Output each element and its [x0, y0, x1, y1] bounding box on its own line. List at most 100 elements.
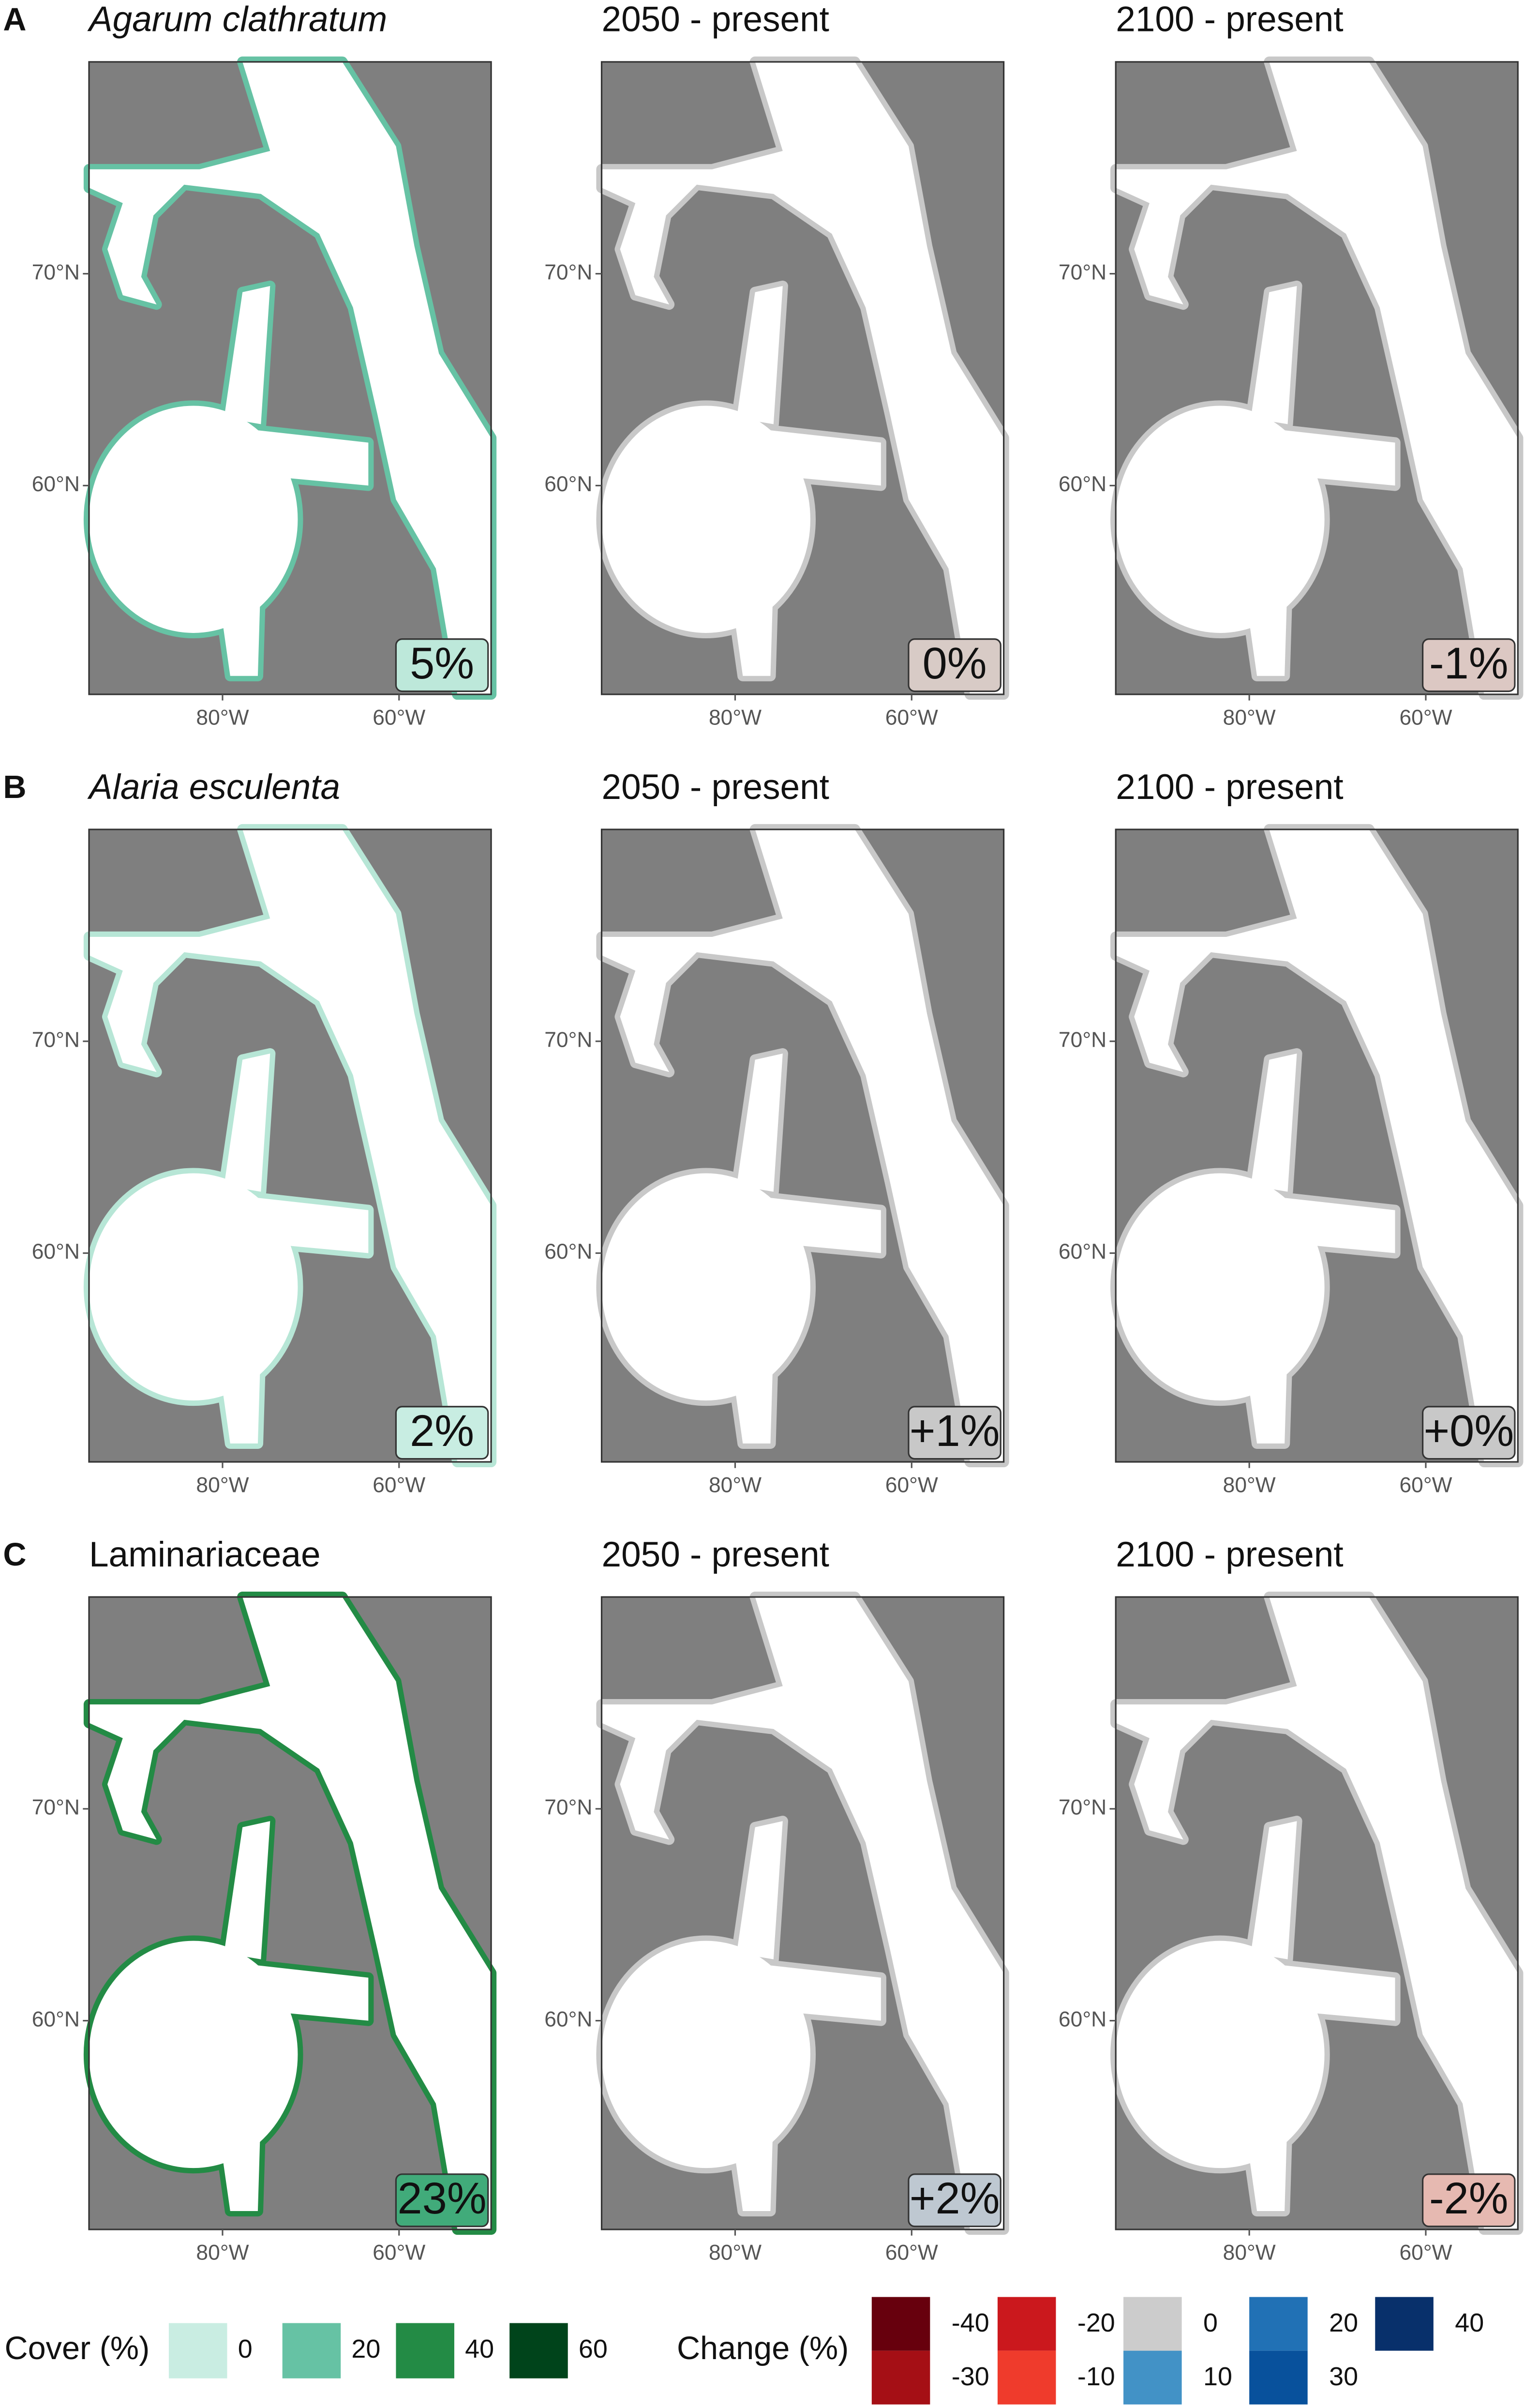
legend-swatch: [1123, 2297, 1182, 2351]
stat-box: [1422, 638, 1516, 692]
map-title: 2050 - present: [602, 0, 829, 39]
y-tick-label: 60°N: [1059, 2007, 1106, 2031]
x-tick-label: 60°W: [885, 1473, 938, 1497]
x-tick-label: 80°W: [1223, 1473, 1276, 1497]
stat-value: +1%: [910, 1406, 1000, 1456]
x-tick-label: 80°W: [1223, 2241, 1276, 2265]
x-tick-label: 60°W: [1399, 1473, 1452, 1497]
legend-label: 30: [1329, 2362, 1358, 2391]
stat-box: [1422, 2173, 1516, 2227]
frame: [88, 61, 492, 695]
legend-label: 0: [1203, 2308, 1218, 2337]
legend-swatch: [871, 2350, 930, 2405]
map-title: Laminariaceae: [89, 1535, 321, 1574]
x-tick-label: 80°W: [196, 1473, 249, 1497]
x-tick-label: 60°W: [373, 2241, 425, 2265]
frame: [88, 828, 492, 1463]
x-tick-label: 60°W: [885, 2241, 938, 2265]
map: 2%: [89, 829, 491, 1462]
x-tick-label: 80°W: [196, 2241, 249, 2265]
x-tick-label: 80°W: [196, 706, 249, 729]
legend-label: 40: [1455, 2308, 1484, 2337]
x-tick-label: 80°W: [709, 2241, 762, 2265]
legend-swatch: [1123, 2350, 1182, 2405]
stat-value: +2%: [910, 2174, 1000, 2223]
legend-label: 20: [1329, 2308, 1358, 2337]
stat-box: [395, 1406, 489, 1460]
stat-box: [908, 2173, 1001, 2227]
stat-value: 2%: [410, 1406, 474, 1456]
y-tick-label: 70°N: [1059, 260, 1106, 284]
x-tick-label: 80°W: [1223, 706, 1276, 729]
y-tick-label: 70°N: [544, 260, 592, 284]
map-title: 2050 - present: [602, 768, 829, 807]
panel-letter: A: [3, 2, 26, 38]
legend-label: -10: [1077, 2362, 1115, 2391]
frame: [1115, 828, 1519, 1463]
y-tick-label: 60°N: [1059, 472, 1106, 496]
y-tick-label: 70°N: [1059, 1796, 1106, 1820]
map: 0%: [602, 62, 1004, 694]
map: +1%: [602, 829, 1004, 1462]
frame: [1115, 1596, 1519, 2230]
stat-box: [908, 638, 1001, 692]
x-tick-label: 60°W: [373, 706, 425, 729]
frame: [600, 61, 1005, 695]
legend-swatch: [1249, 2350, 1308, 2405]
legend-swatch: [871, 2297, 930, 2351]
map-title: 2050 - present: [602, 1535, 829, 1574]
map: -2%: [1116, 1597, 1518, 2229]
legend-label: -40: [952, 2308, 989, 2337]
legend-title: Change (%): [677, 2331, 849, 2366]
frame: [600, 828, 1005, 1463]
frame: [88, 1596, 492, 2230]
legend-label: 60: [579, 2334, 608, 2363]
legend-swatch: [997, 2350, 1056, 2405]
stat-value: 5%: [410, 639, 474, 688]
panel-letter: B: [3, 769, 26, 805]
stat-value: 23%: [398, 2174, 487, 2223]
legend-label: 20: [351, 2334, 380, 2363]
stat-value: -1%: [1429, 639, 1509, 688]
x-tick-label: 60°W: [1399, 706, 1452, 729]
legend-swatch: [168, 2323, 227, 2378]
legend-swatch: [1249, 2297, 1308, 2351]
stat-box: [395, 638, 489, 692]
map: +0%: [1116, 829, 1518, 1462]
x-tick-label: 60°W: [885, 706, 938, 729]
legend-title: Cover (%): [5, 2331, 150, 2366]
map-title: Agarum clathratum: [87, 0, 387, 39]
y-tick-label: 60°N: [544, 472, 592, 496]
y-tick-label: 60°N: [1059, 1240, 1106, 1264]
y-tick-label: 60°N: [32, 1240, 80, 1264]
map: 5%: [89, 62, 491, 694]
y-tick-label: 60°N: [32, 472, 80, 496]
stat-value: -2%: [1429, 2174, 1509, 2223]
legend-swatch: [1375, 2297, 1434, 2351]
x-tick-label: 60°W: [1399, 2241, 1452, 2265]
map: +2%: [602, 1597, 1004, 2229]
x-tick-label: 60°W: [373, 1473, 425, 1497]
stat-value: +0%: [1423, 1406, 1514, 1456]
stat-box: [1422, 1406, 1516, 1460]
y-tick-label: 70°N: [32, 1796, 80, 1820]
legend-label: 0: [238, 2334, 253, 2363]
map-title: Alaria esculenta: [87, 768, 340, 807]
legend-label: -20: [1077, 2308, 1115, 2337]
legend-swatch: [282, 2323, 341, 2378]
legend-label: 40: [465, 2334, 494, 2363]
map-title: 2100 - present: [1116, 0, 1343, 39]
y-tick-label: 70°N: [544, 1796, 592, 1820]
panel-letter: C: [3, 1537, 26, 1573]
legend-swatch: [509, 2323, 568, 2378]
stat-box: [908, 1406, 1001, 1460]
map-title: 2100 - present: [1116, 1535, 1343, 1574]
y-tick-label: 70°N: [32, 260, 80, 284]
x-tick-label: 80°W: [709, 1473, 762, 1497]
stat-box: [395, 2173, 489, 2227]
frame: [600, 1596, 1005, 2230]
map-title: 2100 - present: [1116, 768, 1343, 807]
legend-swatch: [396, 2323, 454, 2378]
y-tick-label: 60°N: [544, 2007, 592, 2031]
